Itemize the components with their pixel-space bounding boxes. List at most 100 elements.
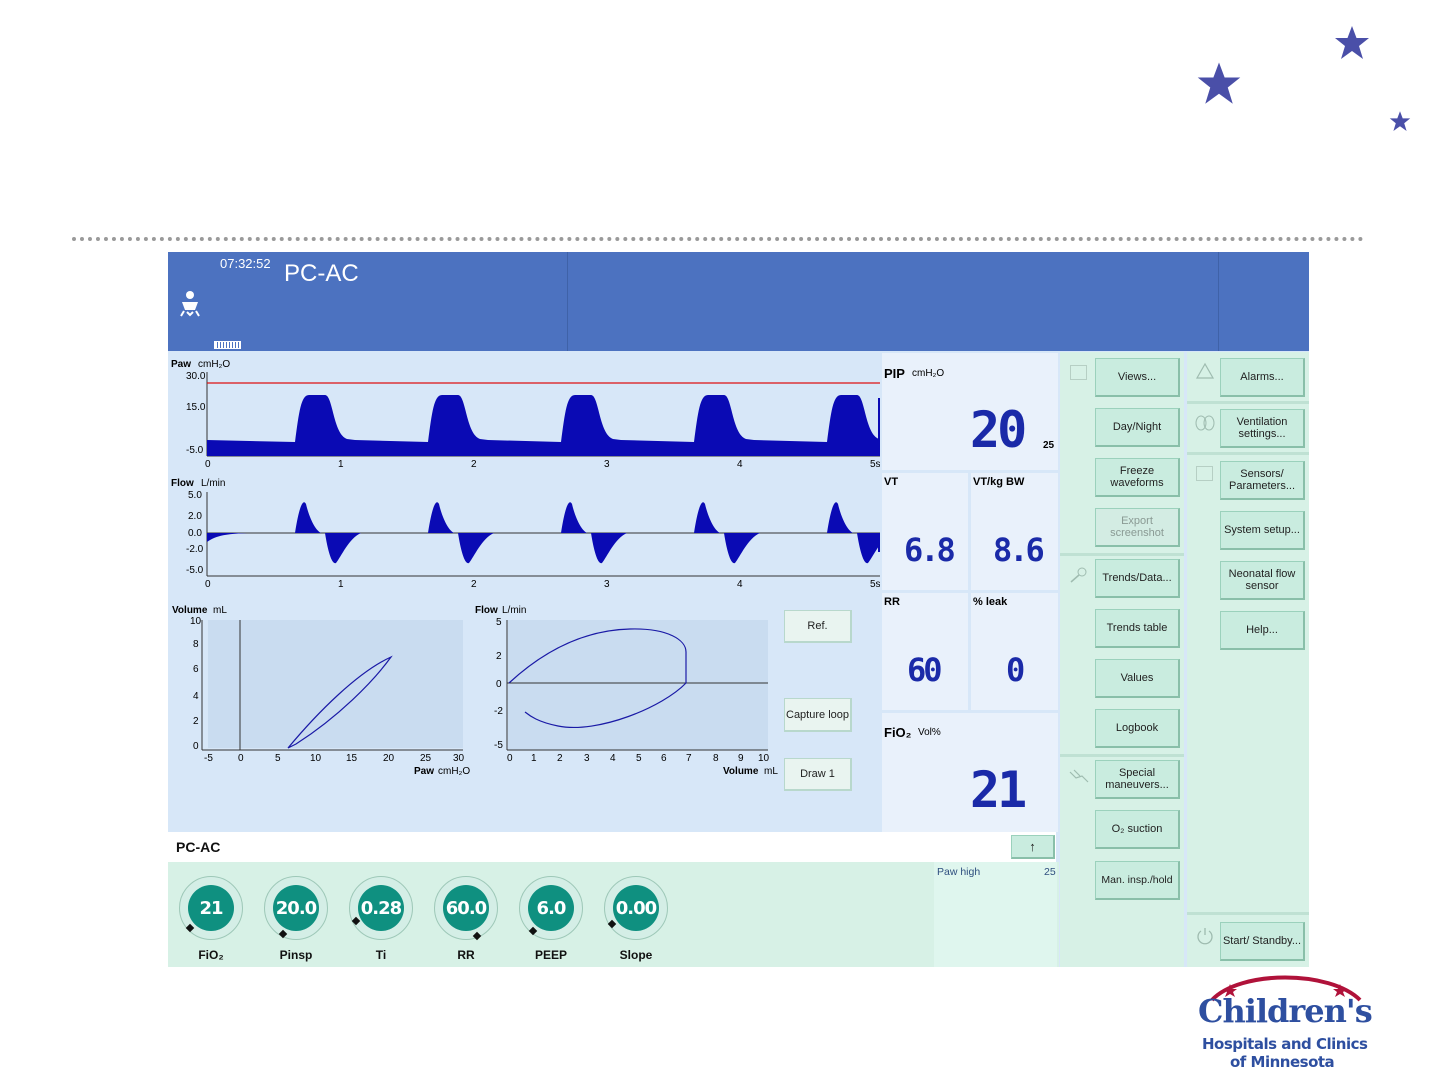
slope-knob[interactable]: 0.00 — [604, 876, 668, 940]
fv-x-tick: 6 — [661, 753, 667, 764]
rr-setting-label: RR — [457, 948, 475, 962]
pv-x-tick: 0 — [238, 753, 244, 764]
trends-table-button[interactable]: Trends table — [1095, 609, 1180, 648]
star-icon — [1197, 62, 1241, 104]
fio2-knob[interactable]: 21 — [179, 876, 243, 940]
fv-x-tick: 7 — [686, 753, 692, 764]
vtkg-box[interactable]: VT/kg BW 8.6 — [971, 473, 1058, 590]
ti-knob[interactable]: 0.28 — [349, 876, 413, 940]
paw-unit: cmH₂O — [198, 359, 230, 370]
pv-x-tick: -5 — [204, 753, 213, 764]
alarm-limit-box[interactable]: Paw high 25 — [934, 862, 1057, 967]
paw-x-tick: 4 — [737, 459, 743, 470]
flow-x-tick: 1 — [338, 579, 344, 590]
flow-x-tick: 3 — [604, 579, 610, 590]
values-button[interactable]: Values — [1095, 659, 1180, 698]
pinsp-setting-value: 20.0 — [273, 885, 319, 931]
childrens-logo: Children's Hospitals and Clinics of Minn… — [1190, 966, 1380, 1076]
special-maneuvers-button[interactable]: Special maneuvers... — [1095, 760, 1180, 799]
fv-x-tick: 1 — [531, 753, 537, 764]
start-standby-button[interactable]: Start/ Standby... — [1220, 922, 1305, 961]
views-button[interactable]: Views... — [1095, 358, 1180, 397]
paw-label: Paw — [171, 359, 191, 370]
mode-bar-mode[interactable]: PC-AC — [176, 839, 221, 855]
vt-value: 6.8 — [904, 531, 956, 569]
paw-x-tick: 0 — [205, 459, 211, 470]
fv-x-label: Volume — [723, 766, 759, 777]
help-button[interactable]: Help... — [1220, 611, 1305, 650]
expand-modes-button[interactable]: ↑ — [1011, 835, 1055, 859]
waveform-area: Paw cmH₂O 30.0 15.0 -5.0 0 1 2 3 4 5s Fl… — [171, 359, 880, 777]
reference-loop-button[interactable]: Ref. — [784, 610, 852, 643]
capture-loop-button[interactable]: Capture loop — [784, 698, 852, 732]
peep-knob[interactable]: 6.0 — [519, 876, 583, 940]
pinsp-knob[interactable]: 20.0 — [264, 876, 328, 940]
knob-indicator-icon — [185, 923, 195, 932]
vt-box[interactable]: VT 6.8 — [882, 473, 968, 590]
logbook-button[interactable]: Logbook — [1095, 709, 1180, 748]
leak-label: % leak — [973, 596, 1008, 608]
slope-setting-value: 0.00 — [613, 885, 659, 931]
pip-label: PIP — [884, 366, 905, 381]
fv-y-tick: 5 — [496, 617, 502, 628]
alarms-button[interactable]: Alarms... — [1220, 358, 1305, 397]
pinsp-setting-label: Pinsp — [279, 948, 313, 962]
power-icon — [1197, 928, 1213, 945]
export-screenshot-button[interactable]: Export screenshot — [1095, 508, 1180, 547]
flow-label: Flow — [171, 478, 194, 489]
vtkg-label: VT/kg BW — [973, 476, 1025, 488]
lungs-icon — [1195, 415, 1215, 431]
pv-y-tick: 4 — [193, 691, 199, 702]
system-setup-button[interactable]: System setup... — [1220, 511, 1305, 550]
fv-y-tick: 2 — [496, 651, 502, 662]
fv-x-tick: 10 — [758, 753, 770, 764]
fv-x-tick: 4 — [610, 753, 616, 764]
o2-suction-button[interactable]: O₂ suction — [1095, 810, 1180, 849]
paw-y-tick: 15.0 — [186, 402, 206, 413]
flow-x-tick: 4 — [737, 579, 743, 590]
status-header: 07:32:52 PC-AC — [168, 252, 1309, 351]
flow-y-ticks: 5.0 2.0 0.0 -2.0 -5.0 — [186, 490, 204, 576]
pip-limit: 25 — [1043, 440, 1055, 451]
knob-indicator-icon — [607, 919, 617, 928]
flow-y-tick: 0.0 — [188, 528, 202, 539]
pv-y-tick: 10 — [190, 616, 202, 627]
fio2-box[interactable]: FiO₂ Vol% 21 — [882, 713, 1058, 832]
leak-value: 0 — [1006, 651, 1025, 689]
ventilation-settings-button[interactable]: Ventilation settings... — [1220, 409, 1305, 448]
draw-button[interactable]: Draw 1 — [784, 758, 852, 791]
pv-x-tick: 20 — [383, 753, 395, 764]
pv-x-tick: 30 — [453, 753, 465, 764]
rr-setting-value: 60.0 — [443, 885, 489, 931]
rr-knob[interactable]: 60.0 — [434, 876, 498, 941]
pip-unit: cmH₂O — [912, 368, 945, 379]
logo-arc-icon — [1210, 975, 1362, 1002]
rr-box[interactable]: RR 60 — [882, 593, 968, 710]
ti-setting-label: Ti — [375, 948, 387, 962]
fv-loop — [508, 628, 687, 728]
sensors-parameters-button[interactable]: Sensors/ Parameters... — [1220, 461, 1305, 500]
trends-data-button[interactable]: Trends/Data... — [1095, 559, 1180, 598]
day-night-button[interactable]: Day/Night — [1095, 408, 1180, 447]
alarm-limit-label: Paw high — [937, 866, 981, 878]
pip-box[interactable]: PIP cmH₂O 20 25 — [882, 353, 1058, 470]
neonate-patient-icon[interactable] — [178, 290, 202, 318]
mode-bar: PC-AC ↑ — [168, 832, 1056, 862]
fv-y-label: Flow — [475, 605, 498, 616]
fv-x-tick: 8 — [713, 753, 719, 764]
ventilation-mode: PC-AC — [284, 260, 359, 287]
pv-y-label: Volume — [172, 605, 208, 616]
paw-x-tick: 1 — [338, 459, 344, 470]
neonatal-flow-sensor-button[interactable]: Neonatal flow sensor — [1220, 561, 1305, 600]
paw-y-tick: -5.0 — [186, 445, 204, 456]
fv-x-tick: 5 — [636, 753, 642, 764]
manual-inspiration-hold-button[interactable]: Man. insp./hold — [1095, 861, 1180, 900]
sensor-icon — [1196, 466, 1213, 481]
slope-setting-label: Slope — [619, 948, 653, 962]
freeze-waveforms-button[interactable]: Freeze waveforms — [1095, 458, 1180, 497]
knob-indicator-icon — [529, 926, 538, 936]
fio2-unit: Vol% — [918, 727, 941, 738]
fv-x-tick: 2 — [557, 753, 563, 764]
fv-x-tick: 9 — [738, 753, 744, 764]
leak-box[interactable]: % leak 0 — [971, 593, 1058, 710]
